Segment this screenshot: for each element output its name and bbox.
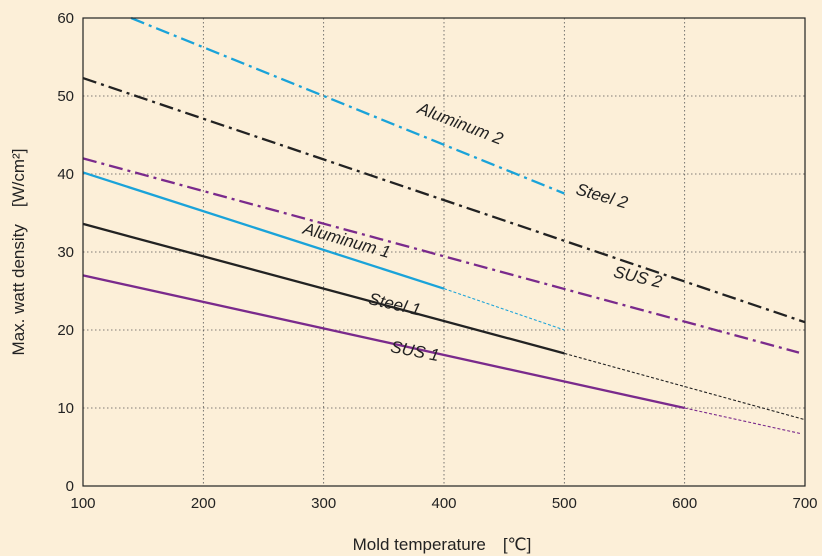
x-tick-label: 300	[311, 495, 336, 512]
series-line-aluminum-1	[82, 171, 445, 290]
series-annotation: Aluminum 1	[300, 219, 392, 262]
series-line-steel-2	[82, 76, 806, 324]
grid-lines	[83, 18, 805, 486]
series-annotation: SUS 1	[389, 337, 441, 365]
x-tick-label: 600	[672, 495, 697, 512]
x-tick-label: 400	[431, 495, 456, 512]
series-extension-sus-1	[684, 407, 802, 435]
series-annotation: Aluminum 2	[414, 98, 506, 148]
y-tick-label: 10	[57, 400, 74, 417]
x-tick-label: 200	[191, 495, 216, 512]
series-extension-steel-1	[564, 352, 806, 421]
series-line-sus-2	[82, 157, 800, 354]
y-axis-title: Max. watt density [W/cm²]	[9, 149, 28, 356]
series-line-sus-1	[82, 274, 685, 410]
x-tick-label: 700	[792, 495, 817, 512]
y-tick-label: 40	[57, 166, 74, 183]
series-annotation: Steel 2	[574, 180, 631, 213]
series-line-steel-1	[82, 222, 565, 355]
series-annotation: SUS 2	[612, 262, 665, 292]
extension-lines	[443, 288, 806, 435]
tick-labels: 100 200 300 400 500 600 700 0 10 20 30 40 50 60	[57, 10, 817, 512]
x-tick-label: 100	[70, 495, 95, 512]
series-extension-aluminum-1	[443, 288, 565, 331]
y-tick-label: 50	[57, 88, 74, 105]
y-tick-label: 20	[57, 322, 74, 339]
plot-frame	[82, 17, 806, 487]
y-tick-label: 60	[57, 10, 74, 27]
x-axis-title: Mold temperature [℃]	[353, 535, 532, 554]
series-lines	[82, 16, 806, 410]
series-annotation: Steel 1	[367, 289, 423, 319]
x-tick-label: 500	[552, 495, 577, 512]
series-line-aluminum-2	[130, 16, 565, 195]
y-tick-label: 30	[57, 244, 74, 261]
y-tick-label: 0	[66, 478, 74, 495]
